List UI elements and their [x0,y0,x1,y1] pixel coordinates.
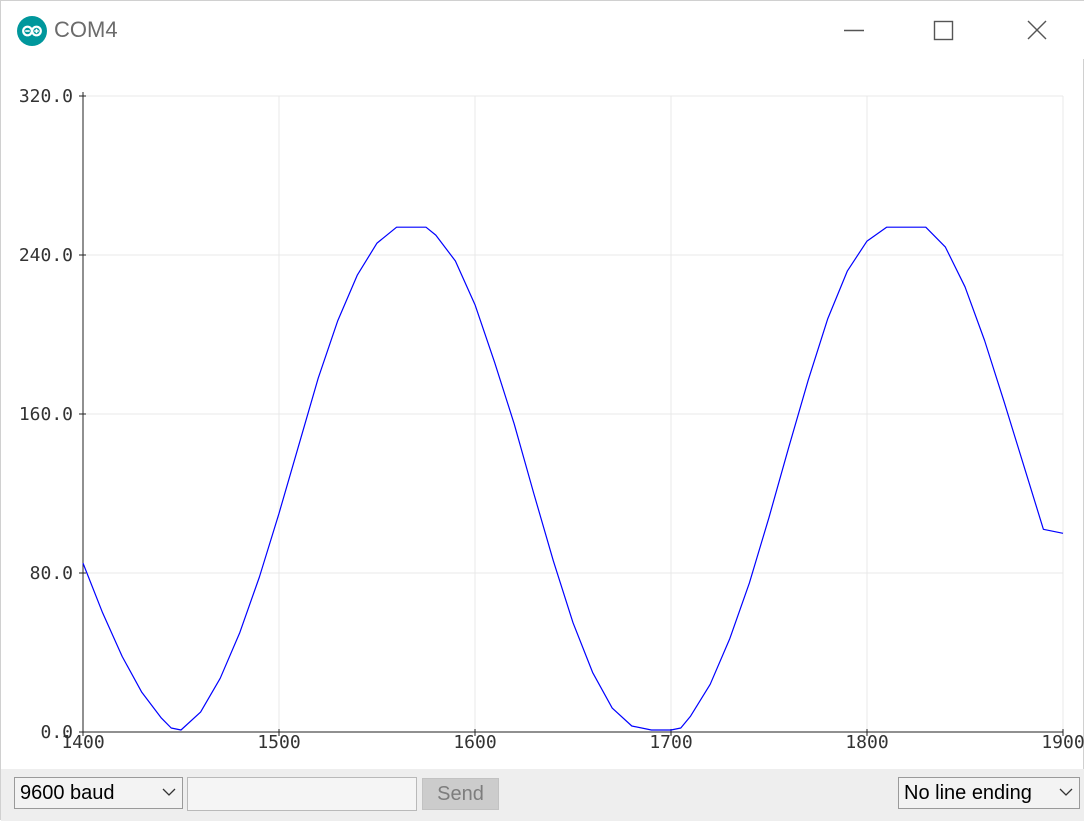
y-tick-label: 240.0 [19,245,73,266]
y-tick-label: 80.0 [30,563,73,584]
line-ending-select[interactable]: No line ending [898,777,1080,809]
close-icon [1027,20,1047,40]
y-tick-label: 320.0 [19,86,73,107]
minimize-button[interactable] [808,1,898,59]
y-tick-label: 0.0 [40,722,73,743]
maximize-icon [933,20,954,41]
maximize-button[interactable] [898,1,988,59]
close-button[interactable] [992,1,1082,59]
chevron-down-icon [1059,788,1073,796]
bottom-toolbar: 9600 baud Send No line ending [1,769,1084,821]
title-bar[interactable]: COM4 [1,1,1084,59]
line-chart: 0.0 80.0 160.0 240.0 320.0 1400 1500 1600 1700 18… [19,86,1084,753]
window-title: COM4 [54,17,118,42]
send-input[interactable] [187,777,417,811]
chevron-down-icon [162,788,176,796]
send-button[interactable]: Send [422,778,499,810]
plot-area: 0.0 80.0 160.0 240.0 320.0 1400 1500 1600 1700 18… [1,59,1084,769]
x-tick-label: 1500 [257,732,300,753]
x-tick-label: 1600 [453,732,496,753]
x-tick-label: 1800 [845,732,888,753]
x-tick-label: 1900 [1041,732,1084,753]
baud-rate-value: 9600 baud [20,782,115,804]
y-tick-label: 160.0 [19,404,73,425]
baud-rate-select[interactable]: 9600 baud [14,777,183,809]
minimize-icon [844,29,864,32]
x-tick-label: 1400 [61,732,104,753]
series-line [82,226,1064,731]
x-tick-label: 1700 [649,732,692,753]
arduino-logo-icon [17,16,47,46]
line-ending-value: No line ending [904,782,1032,804]
